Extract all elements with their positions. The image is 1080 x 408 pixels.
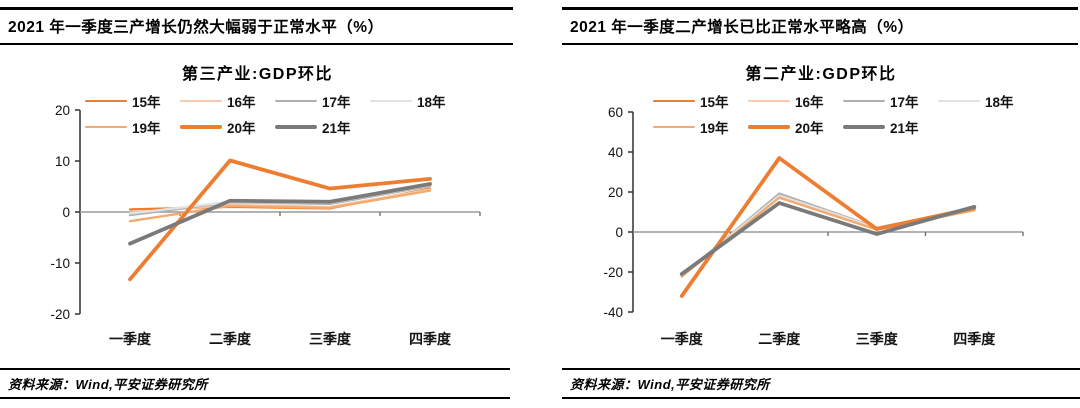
series-line-19 xyxy=(128,189,432,223)
legend-label: 21年 xyxy=(890,121,919,136)
legend-label: 19年 xyxy=(700,121,729,136)
source-note-text: 资料来源：Wind,平安证券研究所 xyxy=(8,377,208,392)
legend-line-swatch xyxy=(938,99,980,103)
legend-label: 15年 xyxy=(700,95,729,110)
chart-title-secondary: 第二产业:GDP环比 xyxy=(745,66,897,83)
source-note: 资料来源：Wind,平安证券研究所 xyxy=(562,368,1080,399)
y-tick-label: 20 xyxy=(608,185,623,200)
panel-secondary-industry: 2021 年一季度二产增长已比正常水平略高（%） 第二产业:GDP环比 60 40… xyxy=(562,0,1080,408)
source-note: 资料来源：Wind,平安证券研究所 xyxy=(0,368,510,399)
chart-title-tertiary: 第三产业:GDP环比 xyxy=(181,66,333,83)
x-tick-label: 一季度 xyxy=(661,331,704,347)
legend-item-21: 21年 xyxy=(843,117,938,137)
legend-item-15: 15年 xyxy=(85,91,180,111)
y-tick-label: -20 xyxy=(603,265,623,280)
y-tick-label: 20 xyxy=(55,103,70,118)
panel-header-secondary: 2021 年一季度二产增长已比正常水平略高（%） xyxy=(562,7,1078,45)
legend-line-swatch xyxy=(275,125,317,129)
legend-item-15: 15年 xyxy=(653,91,748,111)
legend-label: 16年 xyxy=(795,95,824,110)
legend-item-17: 17年 xyxy=(275,91,370,111)
y-tick-label: -10 xyxy=(50,256,70,271)
legend-label: 15年 xyxy=(132,95,161,110)
legend-line-swatch xyxy=(653,99,695,103)
y-tick-label: 0 xyxy=(615,225,623,240)
legend-label: 16年 xyxy=(227,95,256,110)
legend-line-swatch xyxy=(653,125,695,129)
panel-header-tertiary: 2021 年一季度三产增长仍然大幅弱于正常水平（%） xyxy=(0,7,513,45)
line-chart-tertiary: 20 10 0 -10 -20 一季度 二季度 三季度 四季度 xyxy=(50,103,481,347)
y-tick-label: 60 xyxy=(608,105,623,120)
series-line-20 xyxy=(679,156,977,298)
series-line-21 xyxy=(679,201,977,276)
legend-label: 17年 xyxy=(890,95,919,110)
y-tick-label: 10 xyxy=(55,154,70,169)
y-tick-label: 0 xyxy=(62,205,70,220)
legend-label: 18年 xyxy=(417,95,446,110)
legend-line-swatch xyxy=(180,99,222,103)
legend-item-17: 17年 xyxy=(843,91,938,111)
x-tick-label: 三季度 xyxy=(309,331,352,347)
legend-line-swatch xyxy=(85,99,127,103)
legend-line-swatch xyxy=(843,99,885,103)
legend-item-16: 16年 xyxy=(748,91,843,111)
legend-item-21: 21年 xyxy=(275,117,370,137)
legend-item-19: 19年 xyxy=(85,117,180,137)
legend-line-swatch xyxy=(85,125,127,129)
legend-label: 18年 xyxy=(985,95,1014,110)
x-tick-label: 一季度 xyxy=(109,331,152,347)
panel-tertiary-industry: 2021 年一季度三产增长仍然大幅弱于正常水平（%） 第三产业:GDP环比 20… xyxy=(0,0,515,408)
line-chart-secondary: 60 40 20 0 -20 -40 一季度 二季度 三季度 四季度 xyxy=(603,105,1024,347)
y-tick-label: 40 xyxy=(608,145,623,160)
y-tick-label: -40 xyxy=(603,305,623,320)
x-tick-label: 四季度 xyxy=(409,331,452,347)
legend-label: 20年 xyxy=(795,121,824,136)
series-line-21 xyxy=(128,182,432,246)
legend-label: 20年 xyxy=(227,121,256,136)
legend-line-swatch xyxy=(748,125,790,129)
x-tick-label: 四季度 xyxy=(953,331,996,347)
legend-item-19: 19年 xyxy=(653,117,748,137)
legend-line-swatch xyxy=(370,99,412,103)
legend-item-16: 16年 xyxy=(180,91,275,111)
x-tick-label: 二季度 xyxy=(209,331,252,347)
legend-line-swatch xyxy=(275,99,317,103)
legend-label: 17年 xyxy=(322,95,351,110)
legend-label: 21年 xyxy=(322,121,351,136)
source-note-text: 资料来源：Wind,平安证券研究所 xyxy=(570,377,770,392)
legend-item-20: 20年 xyxy=(748,117,843,137)
series-line-20 xyxy=(128,158,432,282)
x-tick-label: 二季度 xyxy=(758,331,801,347)
legend-line-swatch xyxy=(843,125,885,129)
legend-label: 19年 xyxy=(132,121,161,136)
legend-item-20: 20年 xyxy=(180,117,275,137)
x-tick-label: 三季度 xyxy=(856,331,899,347)
legend-line-swatch xyxy=(748,99,790,103)
legend-item-18: 18年 xyxy=(938,91,1033,111)
legend-line-swatch xyxy=(180,125,222,129)
y-tick-label: -20 xyxy=(50,307,70,322)
legend-item-18: 18年 xyxy=(370,91,465,111)
